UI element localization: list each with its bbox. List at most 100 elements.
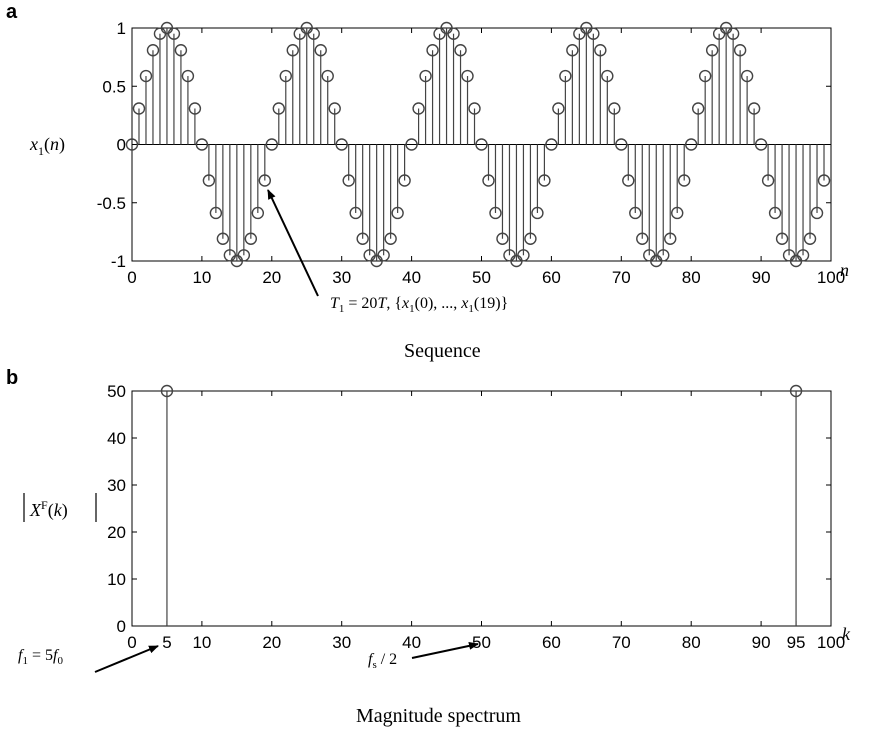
stem-marker [747, 102, 761, 115]
stem-marker [328, 102, 341, 115]
stem-marker [775, 232, 789, 245]
stem-marker [475, 138, 488, 151]
stem-marker [629, 206, 642, 220]
y-tick-label: 20 [107, 523, 126, 542]
stem-marker [195, 138, 209, 151]
plot-b: 0 5 10 20 30 40 50 60 70 80 90 95 100 0 10 20 30 40 50 [107, 382, 845, 652]
stem-marker [705, 44, 719, 57]
stem-marker [356, 232, 369, 245]
x-tick-label: 40 [402, 268, 421, 287]
stem-marker [447, 27, 460, 40]
x-tick-label: 0 [127, 633, 136, 652]
x-tick-label: 95 [787, 633, 806, 652]
stem-marker [803, 232, 817, 245]
stem-marker [726, 27, 740, 40]
x-tick-label: 70 [612, 268, 631, 287]
x-tick-label: 50 [472, 268, 491, 287]
stem-marker [272, 102, 285, 115]
x-tick-label: 40 [402, 633, 421, 652]
stem-marker [636, 232, 649, 245]
x-tick-label: 60 [542, 633, 561, 652]
y-tick-label: 0 [117, 136, 126, 155]
stem-marker [601, 69, 614, 83]
stem-marker [188, 102, 202, 115]
y-tick-label: 1 [117, 19, 126, 38]
xlabel-a: n [840, 260, 849, 280]
annotation-a: T1 = 20T, {x1(0), ..., x1(19)} [330, 295, 508, 315]
stem-marker [216, 232, 230, 245]
stem-marker [209, 206, 223, 220]
stem-marker [622, 174, 635, 187]
stem-marker [671, 206, 684, 220]
xlabel-b: k [842, 624, 851, 644]
stem-marker [615, 138, 628, 151]
x-tick-label: 50 [472, 633, 491, 652]
plot-a: 0 10 20 30 40 50 60 70 80 90 100 -1 -0.5 0 0.5 1 [97, 19, 845, 287]
ylabel-a: x1(n) [29, 134, 65, 158]
stem-marker [740, 69, 754, 83]
stem-marker [594, 44, 607, 57]
spectrum-marker [789, 384, 803, 398]
x-tick-label: 20 [262, 268, 281, 287]
x-tick-label: 70 [612, 633, 631, 652]
stem-marker [146, 44, 160, 57]
stem-marker [167, 27, 181, 40]
ylabel-b: XF(k) [23, 493, 97, 522]
stem-marker [314, 44, 327, 57]
x-tick-label: 90 [752, 268, 771, 287]
y-tick-label: 40 [107, 429, 126, 448]
annotation-b-left-arrow [94, 645, 159, 673]
x-tick-label: 0 [127, 268, 136, 287]
stem-marker [321, 69, 334, 83]
plot-b-frame [131, 390, 832, 627]
stem-marker [657, 249, 670, 262]
stem-marker [426, 44, 439, 57]
stem-marker [125, 138, 139, 151]
y-tick-label: 0.5 [102, 77, 126, 96]
stem-marker [132, 102, 146, 115]
caption-a: Sequence [404, 340, 481, 362]
stem-marker [566, 44, 579, 57]
stem-marker [691, 102, 705, 115]
stem-marker [265, 138, 278, 151]
x-tick-label: 80 [682, 633, 701, 652]
x-tick-label: 90 [752, 633, 771, 652]
stem-marker [817, 174, 831, 187]
stem-marker [237, 249, 251, 262]
panel-letter-a: a [6, 1, 18, 23]
stem-marker [496, 232, 509, 245]
y-tick-label: -0.5 [97, 194, 126, 213]
x-tick-label: 5 [162, 633, 171, 652]
annotation-b-left: f1 = 5f0 [18, 647, 63, 667]
stem-marker [733, 44, 747, 57]
stem-marker [768, 206, 782, 220]
stem-marker [398, 174, 411, 187]
stem-marker [531, 206, 544, 220]
x-tick-label: 100 [817, 633, 845, 652]
annotation-b-right: fs / 2 [368, 651, 397, 671]
x-tick-label: 60 [542, 268, 561, 287]
y-tick-label: 0 [117, 617, 126, 636]
stem-marker [181, 69, 195, 83]
stem-marker [761, 174, 775, 187]
svg-text:XF(k): XF(k) [29, 498, 68, 521]
y-tick-label: 10 [107, 570, 126, 589]
stem-marker [251, 206, 265, 220]
stem-marker [349, 206, 362, 220]
stem-marker [468, 102, 481, 115]
x-tick-label: 100 [817, 268, 845, 287]
stem-marker [307, 27, 320, 40]
y-tick-label: 30 [107, 476, 126, 495]
stem-marker [335, 138, 348, 151]
x-tick-label: 30 [332, 633, 351, 652]
stem-marker [538, 174, 551, 187]
annotation-b-right-arrow [411, 641, 479, 659]
stem-marker [796, 249, 810, 262]
panel-letter-b: b [6, 367, 18, 389]
spectrum-marker [160, 384, 174, 398]
x-tick-label: 20 [262, 633, 281, 652]
stem-marker [810, 206, 824, 220]
y-tick-label: 50 [107, 382, 126, 401]
stem-marker [517, 249, 530, 262]
stem-marker [461, 69, 474, 83]
